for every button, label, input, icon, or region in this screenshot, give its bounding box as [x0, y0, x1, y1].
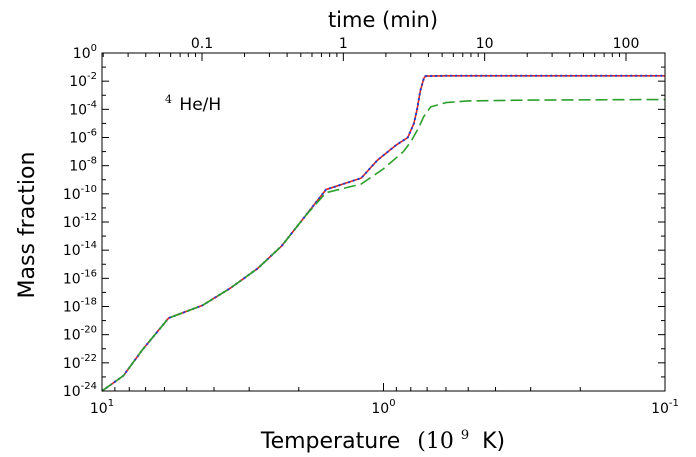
y-tick-label: 10-8	[69, 156, 97, 175]
y-tick-label: 10-24	[63, 381, 97, 400]
y-tick-base: 10	[63, 356, 81, 372]
y-tick-label: 10-22	[63, 353, 97, 372]
y-axis-title: Mass fraction	[15, 152, 40, 299]
y-tick-label: 10-18	[63, 297, 97, 316]
y-tick-exp: -4	[87, 99, 97, 110]
x-axis-title-text: Temperature	[260, 429, 400, 454]
y-tick-exp: -18	[81, 297, 97, 308]
y-tick-base: 10	[63, 328, 81, 344]
y-tick-base: 10	[63, 384, 81, 400]
y-tick-exp: -16	[81, 268, 97, 279]
y-tick-exp: -22	[81, 353, 97, 364]
x-tick-base: 10	[90, 401, 108, 417]
x-tick-base: 10	[371, 401, 389, 417]
y-tick-exp: -24	[81, 381, 97, 392]
x-tick-base: 10	[651, 401, 669, 417]
y-tick-label: 10-6	[69, 128, 97, 147]
y-tick-base: 10	[73, 46, 91, 62]
y-tick-label: 10-10	[63, 184, 97, 203]
y-tick-label: 10-14	[63, 240, 97, 259]
top-tick-label: 100	[613, 36, 640, 52]
y-tick-base: 10	[63, 215, 81, 231]
top-tick-label: 10	[476, 36, 494, 52]
y-tick-label: 10-20	[63, 325, 97, 344]
y-tick-label: 10-2	[69, 71, 97, 90]
series-lines	[101, 74, 666, 392]
top-tick-label: 1	[339, 36, 348, 52]
plot-frame	[101, 52, 666, 392]
x-tick-exp: 0	[389, 398, 395, 409]
y-tick-base: 10	[63, 187, 81, 203]
series-line-solid	[101, 75, 665, 392]
annotation-text: He/H	[179, 95, 221, 115]
x-tick-label: 101	[90, 398, 114, 417]
x-tick-exp: 1	[108, 398, 114, 409]
y-tick-base: 10	[69, 74, 87, 90]
y-tick-base: 10	[69, 159, 87, 175]
y-tick-label: 100	[73, 43, 97, 62]
y-tick-label: 10-12	[63, 212, 97, 231]
x-axis-title: Temperature (10 9 K)	[260, 420, 505, 454]
x-tick-exp: -1	[669, 398, 679, 409]
top-tick-label: 0.1	[191, 36, 213, 52]
y-tick-exp: -14	[81, 240, 97, 251]
annotation-label: 4 He/H	[165, 88, 221, 115]
annotation-iso: 4	[165, 93, 172, 106]
y-tick-label: 10-16	[63, 268, 97, 287]
y-tick-base: 10	[63, 300, 81, 316]
top-axis-title: time (min)	[328, 8, 438, 32]
y-tick-base: 10	[63, 243, 81, 259]
y-tick-exp: -2	[87, 71, 97, 82]
x-axis-title-unit-prefix: (10	[417, 429, 454, 454]
series-line-dotted	[101, 74, 665, 392]
y-tick-exp: -10	[81, 184, 97, 195]
series-line-dashed	[101, 98, 666, 392]
y-tick-base: 10	[69, 102, 87, 118]
x-tick-label: 10-1	[651, 398, 679, 417]
y-tick-exp: -12	[81, 212, 97, 223]
y-tick-base: 10	[69, 131, 87, 147]
y-tick-exp: -8	[87, 156, 97, 167]
y-tick-exp: -20	[81, 325, 97, 336]
ticks: 10010-210-410-610-810-1010-1210-1410-161…	[63, 36, 679, 417]
y-tick-exp: -6	[87, 128, 97, 139]
y-tick-label: 10-4	[69, 99, 97, 118]
y-tick-base: 10	[63, 271, 81, 287]
x-axis-title-unit-exp: 9	[461, 428, 469, 443]
y-tick-exp: 0	[91, 43, 97, 54]
x-tick-label: 100	[371, 398, 395, 417]
x-axis-title-unit-suffix: K)	[482, 429, 505, 454]
